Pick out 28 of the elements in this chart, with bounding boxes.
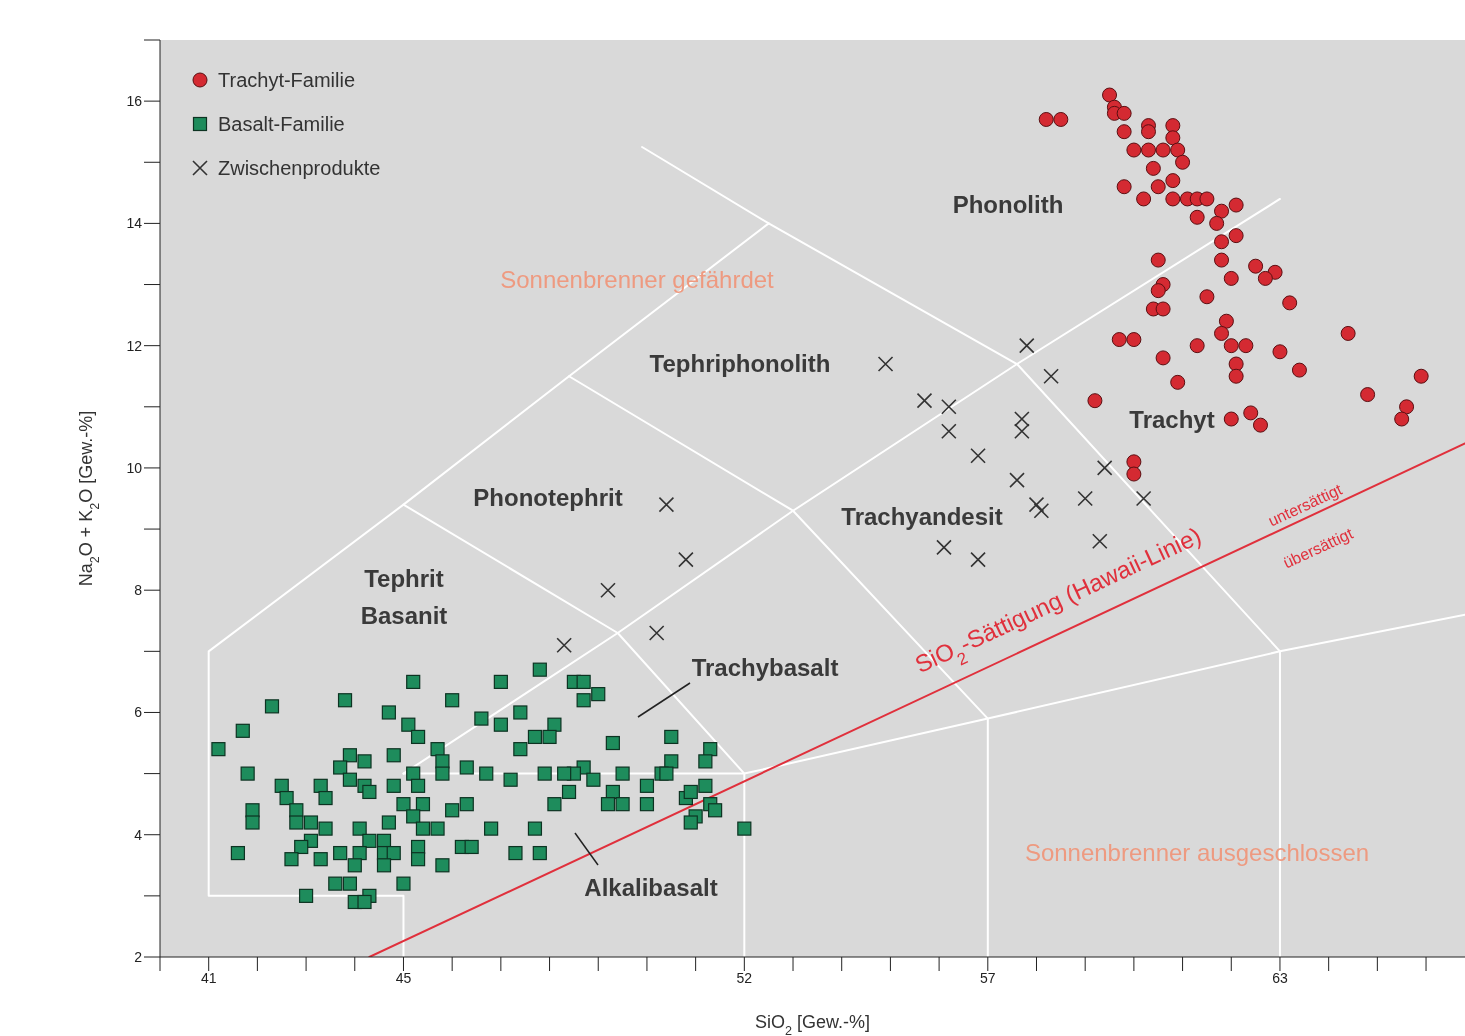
annotation: Sonnenbrenner ausgeschlossen xyxy=(1024,839,1370,867)
x-tick-label: 52 xyxy=(736,969,753,986)
y-tick-label: 16 xyxy=(126,93,143,110)
y-tick-label: 4 xyxy=(134,826,143,843)
legend-label: Trachyt-Familie xyxy=(218,68,356,92)
annotation: Phonolith xyxy=(952,191,1064,219)
x-tick-label: 41 xyxy=(200,969,217,986)
annotation: Tephriphonolith xyxy=(649,350,831,378)
y-tick-label: 10 xyxy=(126,459,143,476)
annotation: Trachyt xyxy=(1129,406,1215,434)
y-tick-label: 2 xyxy=(134,948,143,965)
x-tick-label: 63 xyxy=(1272,969,1288,986)
x-tick-label: 57 xyxy=(980,969,996,986)
annotation: Basanit xyxy=(360,602,448,630)
annotation: Alkalibasalt xyxy=(584,874,718,902)
annotation: Tephrit xyxy=(364,565,444,593)
x-tick-label: 45 xyxy=(395,969,412,986)
y-tick-label: 12 xyxy=(126,337,143,354)
y-tick-label: 8 xyxy=(134,582,143,599)
legend-label: Basalt-Familie xyxy=(218,112,345,136)
annotation: Phonotephrit xyxy=(473,484,623,512)
annotation: Trachyandesit xyxy=(841,503,1003,531)
x-axis-title: SiO$_{2}$ [Gew.-%] xyxy=(754,1012,871,1036)
y-tick-label: 14 xyxy=(126,215,143,232)
annotation: Sonnenbrenner gefährdet xyxy=(500,266,775,294)
y-tick-label: 6 xyxy=(134,704,143,721)
legend-label: Zwischenprodukte xyxy=(218,156,381,180)
annotation: Trachybasalt xyxy=(691,654,839,682)
